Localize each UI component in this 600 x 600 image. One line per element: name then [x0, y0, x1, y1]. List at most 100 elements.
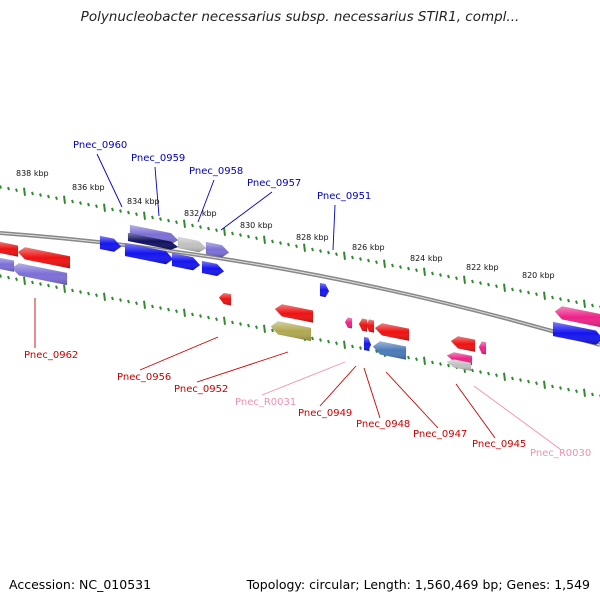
gene-0945-red[interactable] — [450, 336, 476, 353]
gene-0947-red[interactable] — [374, 323, 410, 342]
inner-ring-tick — [175, 309, 178, 314]
kbp-label: 824 kbp — [410, 254, 443, 263]
gene-0957-lavender[interactable] — [205, 241, 230, 258]
inner-ring-tick — [447, 363, 450, 368]
label-leaders — [34, 153, 561, 450]
outer-ring-tick — [543, 291, 546, 300]
label-leader — [220, 191, 273, 231]
gene-label[interactable]: Pnec_0952 — [174, 384, 228, 395]
label-leader — [332, 204, 336, 251]
outer-ring-tick — [311, 247, 314, 252]
tick-rings — [0, 185, 600, 398]
features — [0, 224, 600, 372]
outer-ring-tick — [191, 223, 194, 228]
outer-ring-tick — [479, 281, 482, 285]
inner-ring-tick — [535, 381, 538, 386]
outer-ring-tick — [223, 227, 226, 236]
gene-0951[interactable] — [319, 282, 330, 298]
gene-0960[interactable] — [99, 235, 122, 253]
outer-ring-tick — [151, 215, 154, 220]
label-leader — [455, 383, 496, 439]
gene-label[interactable]: Pnec_0956 — [117, 372, 171, 383]
outer-ring-tick — [439, 273, 442, 277]
outer-ring-tick — [79, 201, 82, 205]
gene-0956[interactable] — [218, 292, 232, 306]
outer-ring-tick — [135, 212, 138, 217]
accession-text: Accession: NC_010531 — [9, 577, 152, 592]
kbp-label: 828 kbp — [296, 233, 329, 242]
inner-ring-tick — [247, 323, 250, 328]
inner-ring-tick — [551, 384, 554, 389]
inner-ring-tick — [423, 356, 426, 365]
gene-label[interactable]: Pnec_0951 — [317, 191, 371, 202]
gene-label[interactable]: Pnec_0945 — [472, 439, 526, 450]
outer-ring-tick — [159, 217, 162, 221]
inner-ring-tick — [0, 274, 2, 278]
gene-label[interactable]: Pnec_0957 — [247, 178, 301, 189]
outer-ring-tick — [55, 196, 58, 201]
gene-label[interactable]: Pnec_0960 — [73, 140, 127, 151]
outer-ring-tick — [231, 231, 234, 236]
inner-ring-tick — [543, 380, 546, 389]
gene-0947-steel[interactable] — [372, 341, 407, 360]
gene-0962-lavender[interactable] — [11, 263, 68, 286]
gene-label[interactable]: Pnec_0949 — [298, 408, 352, 419]
gene-label[interactable]: Pnec_R0031 — [235, 397, 296, 408]
inner-ring-tick — [583, 388, 586, 397]
gene-0962-lavender-left[interactable] — [0, 257, 15, 273]
gene-label[interactable]: Pnec_0962 — [24, 350, 78, 361]
inner-ring-tick — [183, 308, 186, 317]
outer-ring-tick — [119, 209, 122, 213]
outer-ring-tick — [247, 234, 250, 239]
backbone-highlight — [0, 232, 600, 346]
inner-ring-tick — [143, 300, 146, 309]
label-leader — [197, 179, 215, 223]
outer-ring-tick — [263, 235, 266, 244]
outer-ring-tick — [295, 244, 298, 249]
rna-R0031[interactable] — [344, 317, 353, 329]
outer-ring-tick — [303, 243, 306, 252]
inner-ring-tick — [159, 306, 162, 310]
outer-ring-tick — [399, 265, 402, 269]
kbp-label: 834 kbp — [127, 197, 160, 206]
gene-0957-blue[interactable] — [201, 260, 225, 277]
outer-ring-tick — [95, 204, 98, 209]
inner-ring-tick — [503, 372, 506, 381]
outer-ring-tick — [215, 228, 218, 233]
gene-label[interactable]: Pnec_0959 — [131, 153, 185, 164]
gene-0962-red-upper[interactable] — [0, 241, 19, 257]
outer-ring-tick — [239, 233, 242, 237]
gene-label[interactable]: Pnec_R0030 — [530, 448, 591, 459]
outer-ring-tick — [423, 267, 426, 276]
inner-ring-tick — [151, 304, 154, 309]
outer-ring-tick — [327, 250, 330, 255]
outer-ring-tick — [351, 255, 354, 260]
outer-ring-tick — [551, 295, 554, 300]
outer-ring-tick — [535, 292, 538, 297]
outer-ring-tick — [415, 268, 418, 273]
gene-labels: Pnec_0960 Pnec_0959 Pnec_0958 Pnec_0957 Pnec… — [24, 140, 591, 459]
outer-ring-tick — [255, 236, 258, 241]
outer-ring-tick — [343, 251, 346, 260]
gene-0958-gray[interactable] — [177, 236, 207, 253]
inner-ring-tick — [487, 371, 490, 376]
rna-R0030[interactable] — [478, 341, 487, 355]
inner-ring-tick — [167, 307, 170, 312]
gene-label[interactable]: Pnec_0947 — [413, 429, 467, 440]
inner-ring-tick — [263, 324, 266, 333]
outer-ring-tick — [463, 275, 466, 284]
inner-ring-tick — [39, 282, 42, 286]
inner-ring-tick — [575, 389, 578, 394]
gene-0948-blue[interactable] — [363, 336, 372, 352]
outer-ring-tick — [103, 203, 106, 212]
gene-0952-red[interactable] — [274, 304, 314, 323]
gene-label[interactable]: Pnec_0958 — [189, 166, 243, 177]
gene-label[interactable]: Pnec_0948 — [356, 419, 410, 430]
inner-ring-tick — [359, 346, 362, 350]
outer-ring-tick — [383, 259, 386, 268]
inner-ring-tick — [127, 299, 130, 304]
gene-0952-olive[interactable] — [270, 321, 312, 342]
outer-ring-tick — [319, 249, 322, 253]
kbp-label: 820 kbp — [522, 271, 555, 280]
